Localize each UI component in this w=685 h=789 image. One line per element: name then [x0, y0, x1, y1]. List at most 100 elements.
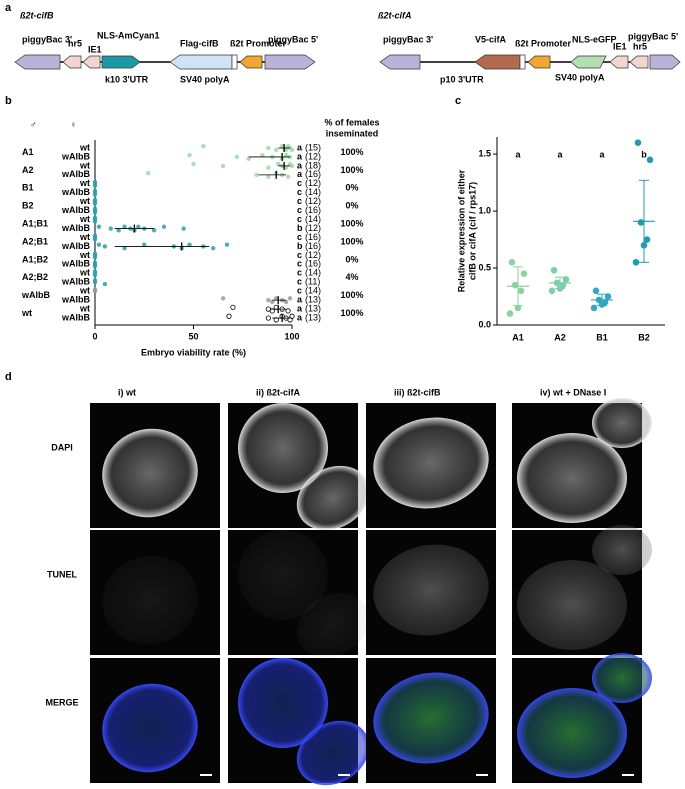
data-point — [283, 299, 289, 305]
construct-title: ß2t-cifA — [378, 10, 412, 20]
data-point — [92, 192, 98, 197]
construct-diagram — [379, 54, 681, 70]
n-label: (13) — [305, 295, 321, 305]
data-point — [122, 224, 127, 229]
inseminated-label: 4% — [345, 272, 358, 282]
row-label: wAlbB — [61, 187, 90, 197]
inseminated-label: 0% — [345, 254, 358, 264]
significance-letter: b — [641, 149, 647, 159]
significance-letter: c — [297, 277, 302, 287]
data-point — [283, 147, 289, 152]
part-label: hr5 — [633, 41, 647, 51]
female-symbol: ♀ — [70, 119, 77, 129]
group-label: A1 — [22, 147, 34, 157]
n-label: (16) — [305, 169, 321, 179]
significance-letter: a — [297, 151, 303, 161]
tissue — [517, 560, 627, 650]
panel-label: c — [455, 95, 461, 107]
x-tick-label: 100 — [284, 331, 299, 341]
data-point — [266, 145, 271, 151]
part-label: IE1 — [613, 41, 627, 51]
row-label: TUNEL — [47, 569, 77, 579]
significance-letter: a — [599, 149, 605, 159]
data-point — [266, 174, 271, 179]
data-point — [230, 304, 236, 310]
significance-letter: c — [297, 196, 302, 206]
data-point — [92, 210, 98, 215]
significance-letter: a — [557, 149, 563, 159]
row-label: wAlbB — [61, 259, 90, 269]
n-label: (12) — [305, 151, 321, 161]
data-point — [508, 259, 516, 266]
significance-letter: c — [297, 214, 302, 224]
data-point — [511, 281, 519, 289]
tissue — [296, 465, 370, 531]
data-point — [151, 228, 157, 233]
row-label: wAlbB — [61, 241, 90, 251]
row-label: wAlbB — [61, 205, 90, 215]
column-header: iv) wt + DNase I — [540, 387, 606, 397]
row-label: wt — [79, 268, 90, 278]
part-label: ß2t Promoter — [230, 38, 287, 48]
inseminated-label: 0% — [345, 183, 358, 193]
part-label: p10 3'UTR — [440, 74, 484, 84]
group-label: wAlbB — [21, 290, 50, 300]
group-label: A2;B2 — [22, 272, 48, 282]
data-point — [506, 310, 514, 317]
data-point — [92, 272, 98, 278]
n-label: (16) — [305, 205, 321, 215]
data-point — [289, 163, 295, 169]
data-point — [604, 293, 612, 300]
tissue — [296, 592, 370, 658]
data-point — [637, 219, 645, 226]
n-label: (14) — [305, 214, 321, 224]
n-label: (12) — [305, 178, 321, 188]
n-label: (11) — [305, 277, 320, 287]
y-tick-label: 1.5 — [478, 148, 491, 158]
part-label: IE1 — [88, 44, 102, 54]
row-label: wt — [79, 196, 90, 206]
data-point — [145, 170, 151, 176]
significance-letter: c — [297, 250, 302, 260]
part-label: k10 3'UTR — [105, 74, 149, 84]
data-point — [283, 152, 289, 158]
tissue — [102, 428, 198, 518]
data-point — [266, 165, 271, 170]
group-label: A2;B1 — [22, 236, 48, 246]
n-label: (14) — [305, 187, 321, 197]
data-point — [226, 313, 232, 319]
data-point — [283, 165, 289, 170]
data-point — [514, 304, 522, 312]
tissue — [102, 683, 198, 773]
column-header: iii) ß2t-cifB — [394, 387, 441, 397]
n-label: (12) — [305, 250, 321, 260]
significance-letter: a — [297, 142, 303, 152]
part-label: piggyBac 3' — [383, 34, 433, 44]
tissue — [517, 688, 627, 778]
data-point — [92, 219, 98, 224]
panel-label: a — [5, 2, 12, 14]
data-point — [246, 156, 251, 161]
x-tick-label: A2 — [554, 332, 566, 342]
tissue — [102, 555, 198, 645]
data-point — [269, 308, 275, 314]
data-point — [92, 201, 98, 206]
y-tick-label: 1.0 — [478, 205, 491, 215]
data-point — [136, 224, 141, 229]
tissue — [238, 530, 328, 620]
group-label: A2 — [22, 165, 34, 175]
data-point — [142, 242, 147, 247]
data-point — [562, 276, 570, 283]
column-header: ii) ß2t-cifA — [256, 387, 300, 397]
inseminated-label: 100% — [340, 236, 363, 246]
row-label: wAlbB — [61, 295, 90, 305]
data-point — [276, 161, 281, 167]
n-label: (16) — [305, 241, 321, 251]
data-point — [285, 174, 291, 179]
data-point — [590, 304, 598, 312]
n-label: (15) — [305, 142, 321, 152]
row-label: wt — [79, 160, 90, 170]
data-point — [92, 280, 98, 285]
tissue — [517, 433, 627, 523]
row-label: wAlbB — [61, 312, 90, 322]
